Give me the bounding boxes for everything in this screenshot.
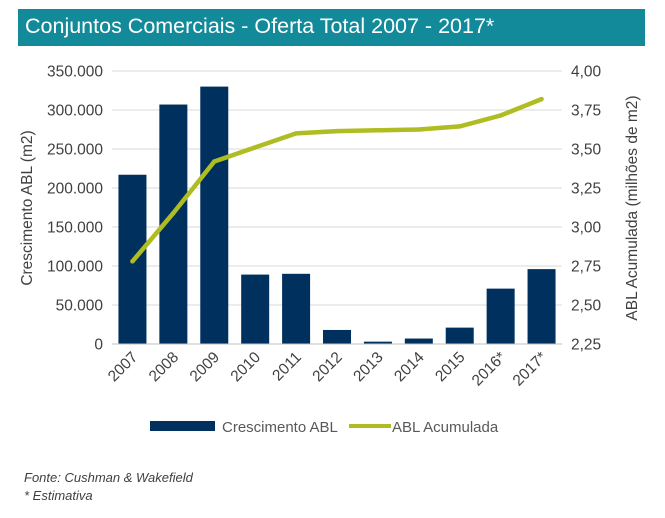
y-tick-right: 2,75 (571, 259, 601, 276)
y-axis-right-label: ABL Acumulada (milhões de m2) (624, 95, 641, 320)
x-axis-ticks: 2007 2008 2009 2010 2011 2012 2013 2014 2015 2016… (105, 349, 550, 390)
line-point (375, 128, 381, 133)
bar (323, 329, 351, 344)
line-point (212, 159, 217, 164)
y-tick-right: 4,00 (571, 64, 602, 81)
y-axis-left-ticks: 0 50.000 100.000 150.000 200.000 250.000 300.0… (47, 64, 103, 354)
legend-label-line: ABL Acumulada (392, 419, 499, 436)
x-tick-label: 2017* (510, 349, 551, 390)
y-tick-right: 2,50 (571, 298, 602, 315)
y-tick-right: 3,50 (571, 142, 602, 159)
y-tick-left: 0 (94, 337, 103, 354)
line-point (293, 131, 299, 136)
x-tick-label: 2010 (228, 349, 265, 386)
chart-title: Conjuntos Comerciais - Oferta Total 2007… (25, 14, 495, 38)
x-tick-label: 2011 (269, 349, 305, 385)
y-tick-left: 200.000 (47, 181, 103, 198)
title-bar: Conjuntos Comerciais - Oferta Total 2007… (18, 9, 645, 46)
y-tick-left: 100.000 (47, 259, 103, 276)
bar (363, 341, 392, 344)
line-point (130, 259, 135, 264)
line-point (539, 96, 544, 102)
x-tick-label: 2007 (105, 349, 141, 385)
estimate-note: * Estimativa (24, 488, 93, 503)
line-path (130, 96, 544, 264)
line-point (416, 127, 422, 132)
y-tick-right: 3,00 (571, 220, 602, 237)
x-tick-label: 2012 (309, 349, 345, 385)
y-tick-right: 2,25 (571, 337, 601, 354)
line-series (130, 96, 544, 264)
line-point (457, 124, 462, 129)
line-point (252, 145, 258, 150)
legend-label-bar: Crescimento ABL (222, 419, 338, 436)
y-axis-left-label: Crescimento ABL (m2) (19, 130, 36, 285)
y-tick-left: 250.000 (47, 142, 103, 159)
line-point (498, 113, 503, 118)
line-point (334, 128, 340, 134)
x-tick-label: 2013 (350, 349, 386, 385)
source-note: Fonte: Cushman & Wakefield (24, 470, 193, 485)
y-tick-left: 150.000 (47, 220, 103, 237)
bar (445, 327, 474, 344)
y-tick-left: 300.000 (47, 103, 103, 120)
y-axis-right-ticks: 2,25 2,50 2,75 3,00 3,25 3,50 3,75 4,00 (571, 64, 602, 354)
bar (527, 269, 556, 344)
bar (486, 288, 515, 344)
legend: Crescimento ABL ABL Acumulada (150, 419, 499, 436)
x-tick-label: 2015 (432, 349, 468, 385)
y-tick-right: 3,75 (571, 103, 601, 120)
bar (404, 338, 433, 344)
x-tick-label: 2008 (146, 349, 182, 385)
bar (241, 274, 270, 344)
x-tick-label: 2014 (391, 349, 428, 386)
x-tick-label: 2016* (469, 349, 510, 390)
bar (282, 273, 311, 344)
legend-swatch-bar (150, 421, 215, 431)
y-tick-right: 3,25 (571, 181, 601, 198)
x-tick-label: 2009 (187, 349, 223, 385)
y-tick-left: 50.000 (56, 298, 104, 315)
line-point (171, 210, 176, 216)
y-tick-left: 350.000 (47, 64, 103, 81)
bar (200, 86, 229, 344)
